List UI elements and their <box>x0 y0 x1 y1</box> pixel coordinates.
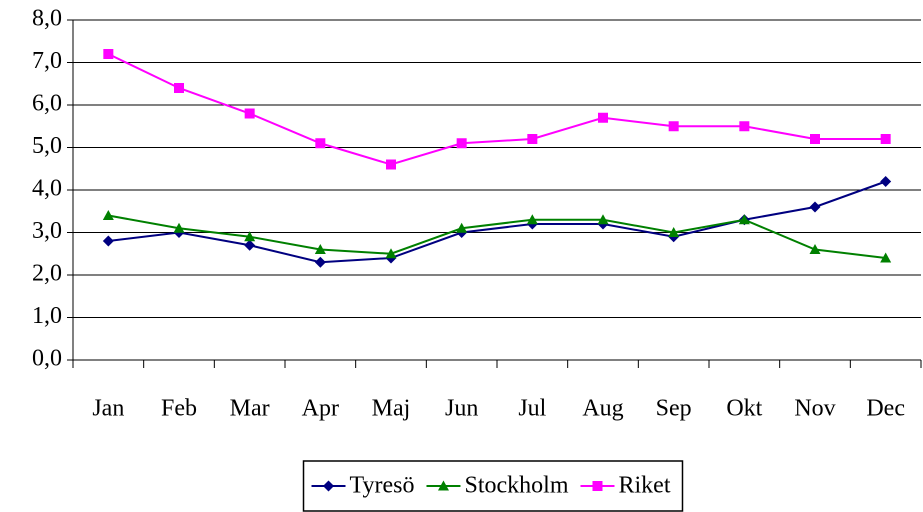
marker <box>244 108 255 119</box>
marker <box>668 121 679 132</box>
x-tick-label: Sep <box>656 396 692 422</box>
legend-label: Stockholm <box>464 473 568 499</box>
marker <box>386 159 396 170</box>
y-tick-label: 8,0 <box>32 6 62 32</box>
x-tick-label: Jan <box>92 396 124 422</box>
marker <box>598 112 608 123</box>
marker <box>809 244 821 254</box>
y-tick-label: 0,0 <box>32 346 62 372</box>
x-tick-label: Feb <box>161 396 197 422</box>
marker <box>103 49 114 59</box>
marker <box>880 176 892 187</box>
marker <box>809 201 821 213</box>
y-tick-label: 5,0 <box>32 133 62 159</box>
marker <box>323 480 335 492</box>
marker <box>739 121 750 132</box>
marker <box>314 256 326 268</box>
x-tick-label: Okt <box>726 396 762 422</box>
marker <box>592 481 603 491</box>
marker <box>597 214 609 225</box>
marker <box>315 138 326 149</box>
y-tick-label: 4,0 <box>32 176 62 202</box>
series-line <box>108 180 887 264</box>
marker <box>244 231 256 242</box>
marker <box>456 138 467 149</box>
y-tick-label: 6,0 <box>32 91 62 117</box>
x-tick-label: Jul <box>518 396 546 422</box>
x-tick-label: Jun <box>445 396 478 422</box>
marker <box>880 134 891 144</box>
x-tick-label: Mar <box>230 396 270 422</box>
legend-label: Riket <box>618 473 670 499</box>
legend-box <box>302 460 684 512</box>
x-tick-label: Apr <box>302 396 339 422</box>
marker <box>527 134 538 144</box>
series-line <box>108 214 886 259</box>
marker <box>314 244 326 254</box>
marker <box>173 222 185 233</box>
marker <box>456 222 468 233</box>
y-tick-label: 3,0 <box>32 218 62 244</box>
marker <box>102 210 114 220</box>
marker <box>437 480 449 491</box>
marker <box>174 83 184 93</box>
marker <box>668 227 680 237</box>
legend: Tyresö Stockholm Riket <box>302 460 684 512</box>
y-tick-label: 7,0 <box>32 48 62 74</box>
y-tick-label: 2,0 <box>32 261 62 287</box>
marker <box>385 248 397 259</box>
x-tick-label: Aug <box>582 396 623 422</box>
series-line <box>107 53 886 166</box>
marker <box>244 239 256 251</box>
x-tick-label: Dec <box>866 396 905 422</box>
marker <box>810 134 820 144</box>
marker <box>102 235 114 247</box>
y-tick-label: 1,0 <box>32 303 62 329</box>
marker <box>880 252 892 263</box>
legend-label: Tyresö <box>350 473 415 499</box>
x-tick-label: Nov <box>794 396 835 422</box>
x-tick-label: Maj <box>372 396 411 422</box>
marker <box>738 214 750 225</box>
marker <box>526 214 538 225</box>
